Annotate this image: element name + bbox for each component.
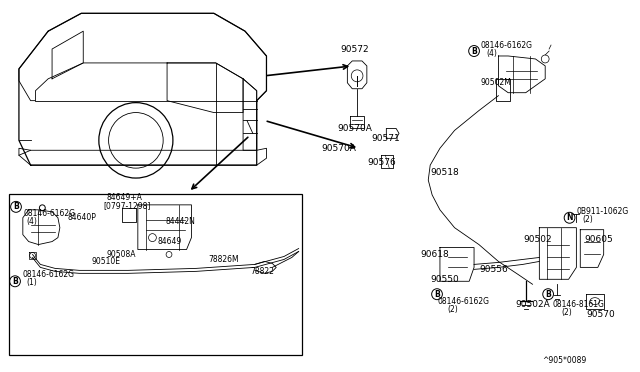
Text: (1): (1) (27, 278, 38, 287)
Text: 90570: 90570 (586, 310, 615, 318)
Text: N: N (566, 213, 573, 222)
Text: 08146-8161G: 08146-8161G (552, 299, 604, 309)
Text: B: B (12, 277, 18, 286)
Text: (4): (4) (487, 48, 497, 58)
Text: 90502A: 90502A (515, 299, 550, 309)
Text: ^905*0089: ^905*0089 (542, 356, 586, 365)
Text: 90618: 90618 (420, 250, 449, 259)
Text: B: B (434, 290, 440, 299)
Text: 90605: 90605 (584, 235, 613, 244)
Text: B: B (545, 290, 551, 299)
Text: B: B (471, 46, 477, 55)
Text: (2): (2) (562, 308, 573, 317)
Text: 08146-6162G: 08146-6162G (481, 41, 533, 49)
Text: 90570A: 90570A (338, 124, 372, 133)
Text: (4): (4) (27, 217, 38, 226)
Text: 90550: 90550 (430, 275, 459, 284)
Text: 90510E: 90510E (91, 257, 120, 266)
Text: 84649: 84649 (157, 237, 182, 246)
Text: 90556: 90556 (479, 265, 508, 274)
Bar (9, 194, 301, 355)
Text: (2): (2) (582, 215, 593, 224)
Text: 90502M: 90502M (481, 78, 512, 87)
Text: (2): (2) (448, 305, 458, 314)
Text: 0B911-1062G: 0B911-1062G (577, 207, 628, 216)
Text: 84442N: 84442N (165, 217, 195, 226)
Text: [0797-1298]: [0797-1298] (104, 201, 151, 210)
Text: 78826M: 78826M (208, 255, 239, 264)
Text: 90576: 90576 (368, 158, 397, 167)
Text: 90572: 90572 (340, 45, 369, 54)
Text: 84649+A: 84649+A (107, 193, 143, 202)
Text: 90570A: 90570A (321, 144, 356, 153)
Text: 78822: 78822 (250, 267, 275, 276)
Text: 90508A: 90508A (107, 250, 136, 259)
Text: B: B (13, 202, 19, 211)
Text: 90571: 90571 (372, 134, 401, 143)
Text: 08146-6162G: 08146-6162G (23, 270, 75, 279)
Text: 90502: 90502 (524, 235, 552, 244)
Text: 08146-6162G: 08146-6162G (438, 296, 490, 306)
Text: 08146-6162G: 08146-6162G (24, 209, 76, 218)
Text: 84640P: 84640P (68, 213, 97, 222)
Text: 90518: 90518 (430, 168, 459, 177)
